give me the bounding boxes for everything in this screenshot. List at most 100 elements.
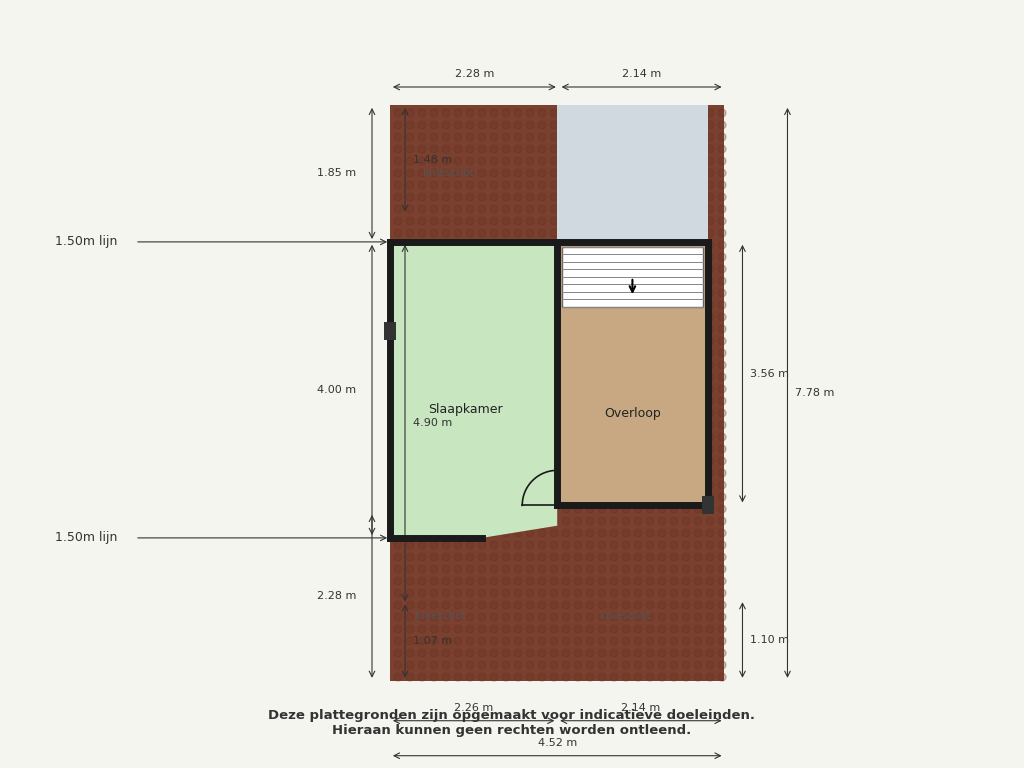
Circle shape [514, 229, 522, 237]
Circle shape [526, 541, 534, 549]
Circle shape [502, 673, 510, 681]
Circle shape [598, 157, 606, 165]
Text: 1.10 m: 1.10 m [751, 635, 790, 645]
Circle shape [550, 445, 558, 453]
Circle shape [694, 661, 702, 669]
Circle shape [634, 337, 642, 345]
Circle shape [394, 133, 402, 141]
Circle shape [718, 229, 726, 237]
Circle shape [418, 193, 426, 201]
Circle shape [682, 577, 690, 585]
Circle shape [490, 601, 498, 609]
Circle shape [478, 229, 486, 237]
Circle shape [442, 253, 450, 261]
Circle shape [490, 661, 498, 669]
Circle shape [514, 373, 522, 381]
Circle shape [634, 649, 642, 657]
Circle shape [538, 493, 546, 501]
Circle shape [658, 229, 666, 237]
Circle shape [502, 661, 510, 669]
Circle shape [538, 541, 546, 549]
Circle shape [526, 529, 534, 537]
Text: 3.56 m: 3.56 m [751, 369, 790, 379]
Circle shape [598, 217, 606, 225]
Circle shape [610, 229, 618, 237]
Circle shape [514, 529, 522, 537]
Circle shape [574, 397, 582, 405]
Circle shape [598, 145, 606, 153]
Circle shape [718, 205, 726, 213]
Circle shape [514, 205, 522, 213]
Circle shape [562, 529, 570, 537]
Circle shape [526, 193, 534, 201]
Circle shape [574, 373, 582, 381]
Circle shape [514, 265, 522, 273]
Circle shape [406, 145, 414, 153]
Circle shape [526, 469, 534, 477]
Circle shape [646, 205, 654, 213]
Circle shape [466, 361, 474, 369]
Circle shape [658, 313, 666, 321]
Circle shape [670, 253, 678, 261]
Circle shape [454, 409, 462, 417]
Circle shape [622, 553, 630, 561]
Circle shape [490, 505, 498, 513]
Circle shape [682, 157, 690, 165]
Circle shape [478, 121, 486, 129]
Circle shape [466, 325, 474, 333]
Circle shape [622, 385, 630, 393]
Circle shape [622, 349, 630, 357]
Circle shape [454, 433, 462, 441]
Circle shape [538, 565, 546, 573]
Circle shape [466, 349, 474, 357]
Circle shape [682, 673, 690, 681]
Circle shape [538, 385, 546, 393]
Circle shape [406, 361, 414, 369]
Circle shape [538, 577, 546, 585]
Circle shape [682, 337, 690, 345]
Circle shape [550, 301, 558, 309]
Circle shape [490, 589, 498, 597]
Circle shape [562, 649, 570, 657]
Circle shape [514, 505, 522, 513]
Circle shape [634, 181, 642, 189]
Circle shape [502, 433, 510, 441]
Text: 1.07 m: 1.07 m [413, 636, 453, 646]
Circle shape [706, 673, 714, 681]
Circle shape [478, 445, 486, 453]
Circle shape [466, 133, 474, 141]
Circle shape [634, 325, 642, 333]
Circle shape [670, 229, 678, 237]
Circle shape [478, 517, 486, 525]
Circle shape [466, 589, 474, 597]
Circle shape [550, 325, 558, 333]
Circle shape [418, 625, 426, 633]
Circle shape [490, 325, 498, 333]
Circle shape [646, 361, 654, 369]
Circle shape [706, 217, 714, 225]
Circle shape [622, 277, 630, 285]
Circle shape [694, 157, 702, 165]
Circle shape [454, 265, 462, 273]
Circle shape [406, 421, 414, 429]
Circle shape [706, 205, 714, 213]
Circle shape [502, 181, 510, 189]
Circle shape [418, 505, 426, 513]
Circle shape [526, 253, 534, 261]
Circle shape [658, 397, 666, 405]
Circle shape [706, 301, 714, 309]
Circle shape [706, 145, 714, 153]
Circle shape [514, 385, 522, 393]
Circle shape [718, 337, 726, 345]
Circle shape [586, 409, 594, 417]
Circle shape [646, 277, 654, 285]
Circle shape [610, 457, 618, 465]
Circle shape [526, 229, 534, 237]
Circle shape [550, 265, 558, 273]
Circle shape [634, 481, 642, 489]
Circle shape [682, 493, 690, 501]
Circle shape [478, 373, 486, 381]
Circle shape [442, 421, 450, 429]
Circle shape [406, 517, 414, 525]
Circle shape [514, 673, 522, 681]
